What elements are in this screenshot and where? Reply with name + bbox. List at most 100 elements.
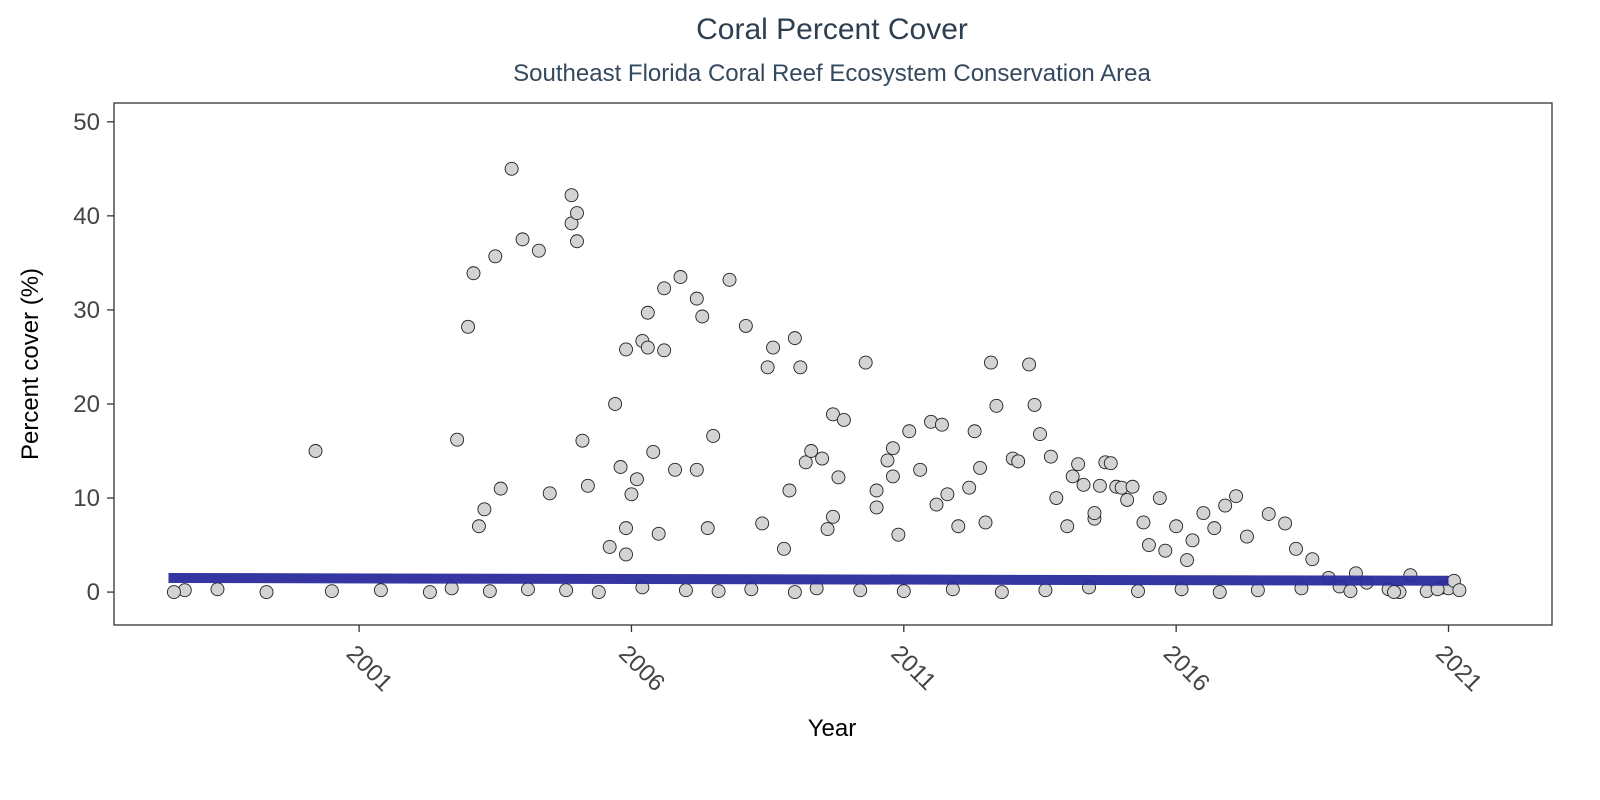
data-point <box>1011 454 1026 469</box>
data-point <box>1092 478 1107 493</box>
data-point <box>689 462 704 477</box>
data-point <box>951 519 966 534</box>
data-point <box>831 470 846 485</box>
trend-layer <box>168 572 1449 586</box>
x-tick-label: 2011 <box>886 640 942 696</box>
data-point <box>1207 521 1222 536</box>
y-tick-label: 20 <box>73 391 100 418</box>
data-point <box>542 486 557 501</box>
data-point <box>613 460 628 474</box>
data-point <box>1131 584 1145 599</box>
x-tick-label: 2006 <box>613 640 670 697</box>
data-point <box>1305 552 1320 567</box>
data-point <box>482 584 497 599</box>
data-point <box>461 319 476 334</box>
data-point <box>624 487 639 502</box>
data-point <box>1240 529 1254 544</box>
data-point <box>973 460 988 475</box>
data-point <box>1229 489 1244 504</box>
data-point <box>858 355 873 370</box>
y-axis: 0 10 20 30 40 50 <box>73 109 114 606</box>
data-point <box>673 270 688 284</box>
data-point <box>1022 357 1037 372</box>
data-point <box>373 583 388 598</box>
data-point <box>1158 543 1173 558</box>
data-point <box>570 206 584 220</box>
data-point <box>1027 397 1042 412</box>
data-point <box>706 429 721 443</box>
data-point <box>984 355 998 370</box>
data-point <box>994 585 1009 600</box>
data-point <box>422 585 437 600</box>
data-point <box>755 516 770 531</box>
data-point <box>1033 427 1047 442</box>
data-point <box>1250 583 1265 598</box>
data-point <box>885 469 900 484</box>
data-point <box>787 585 802 600</box>
data-point <box>826 509 840 524</box>
y-tick-label: 0 <box>87 579 100 606</box>
data-point <box>700 521 715 536</box>
data-point <box>668 462 682 477</box>
data-point <box>1185 533 1200 548</box>
data-point <box>559 583 574 598</box>
y-tick-label: 40 <box>73 203 100 230</box>
data-point <box>651 526 666 541</box>
data-point <box>619 547 633 562</box>
data-point <box>1043 449 1058 464</box>
data-point <box>804 444 819 458</box>
data-point <box>880 453 895 468</box>
data-point <box>1120 492 1135 507</box>
chart-title: Coral Percent Cover <box>696 13 968 46</box>
data-point <box>689 291 704 306</box>
data-point <box>967 424 982 439</box>
data-point <box>1212 585 1227 600</box>
data-point <box>1076 477 1091 492</box>
data-point <box>869 500 884 515</box>
data-point <box>738 318 753 333</box>
data-point <box>450 432 465 447</box>
data-point <box>1049 491 1064 505</box>
data-point <box>902 424 917 439</box>
data-point <box>869 483 884 498</box>
data-point <box>978 515 993 530</box>
data-point <box>1152 491 1167 505</box>
data-point <box>531 243 546 258</box>
data-point <box>444 581 459 596</box>
data-point <box>1087 506 1102 521</box>
data-point <box>466 266 481 281</box>
y-tick-label: 50 <box>73 109 100 136</box>
data-point <box>1071 457 1086 472</box>
data-point <box>477 502 492 517</box>
data-point <box>166 585 181 600</box>
data-point <box>1452 583 1467 598</box>
x-tick-label: 2021 <box>1430 640 1487 697</box>
data-point <box>471 519 486 534</box>
data-point <box>1180 553 1195 568</box>
data-point <box>619 342 633 357</box>
data-point <box>1387 585 1401 600</box>
data-point <box>826 407 840 422</box>
data-point <box>259 585 274 600</box>
data-point <box>766 340 781 355</box>
data-point <box>678 583 693 598</box>
data-point <box>575 433 590 448</box>
data-point <box>602 539 617 554</box>
trend-line <box>168 572 1449 586</box>
data-point <box>793 360 808 375</box>
data-point <box>640 305 655 320</box>
data-point <box>940 487 955 502</box>
data-point <box>1136 515 1151 530</box>
data-point <box>591 585 606 600</box>
data-point <box>657 343 672 358</box>
data-point <box>815 451 830 466</box>
y-tick-label: 10 <box>73 485 100 512</box>
data-point <box>1038 583 1053 598</box>
data-point <box>744 582 759 597</box>
data-point <box>1196 506 1211 521</box>
data-point <box>836 413 851 427</box>
data-point <box>210 582 225 597</box>
data-point <box>695 309 710 324</box>
data-point <box>570 234 584 249</box>
